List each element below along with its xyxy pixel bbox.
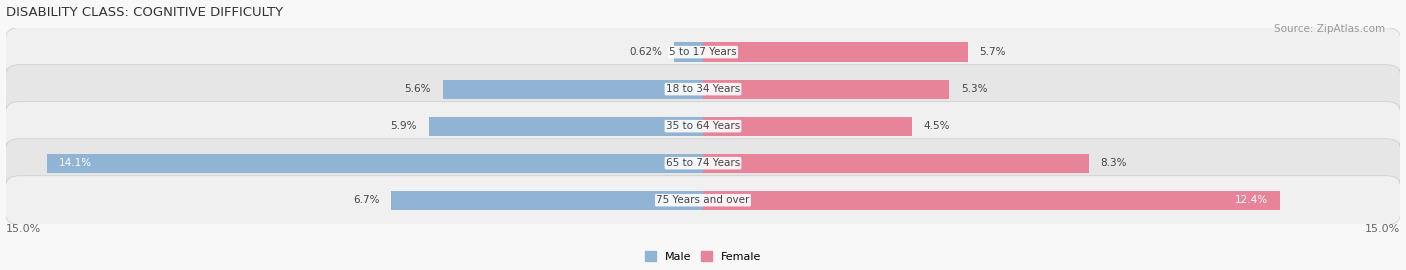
Text: 0.62%: 0.62% <box>630 47 662 57</box>
Bar <box>703 42 967 62</box>
Bar <box>703 79 949 99</box>
Text: 6.7%: 6.7% <box>353 195 380 205</box>
Text: 4.5%: 4.5% <box>924 121 950 131</box>
Text: 5.9%: 5.9% <box>391 121 418 131</box>
Text: 5 to 17 Years: 5 to 17 Years <box>669 47 737 57</box>
Text: 12.4%: 12.4% <box>1234 195 1268 205</box>
Text: Source: ZipAtlas.com: Source: ZipAtlas.com <box>1274 24 1385 34</box>
Legend: Male, Female: Male, Female <box>645 251 761 262</box>
Text: 8.3%: 8.3% <box>1101 158 1128 168</box>
Bar <box>703 154 1088 173</box>
FancyBboxPatch shape <box>6 176 1400 225</box>
Text: 14.1%: 14.1% <box>59 158 93 168</box>
Text: 5.3%: 5.3% <box>962 84 987 94</box>
Text: DISABILITY CLASS: COGNITIVE DIFFICULTY: DISABILITY CLASS: COGNITIVE DIFFICULTY <box>6 6 283 19</box>
Bar <box>703 191 1279 210</box>
Text: 15.0%: 15.0% <box>6 224 41 234</box>
FancyBboxPatch shape <box>6 102 1400 151</box>
Bar <box>703 117 912 136</box>
Text: 5.7%: 5.7% <box>980 47 1007 57</box>
Text: 65 to 74 Years: 65 to 74 Years <box>666 158 740 168</box>
Text: 75 Years and over: 75 Years and over <box>657 195 749 205</box>
FancyBboxPatch shape <box>6 65 1400 114</box>
Bar <box>48 154 703 173</box>
Text: 35 to 64 Years: 35 to 64 Years <box>666 121 740 131</box>
Text: 15.0%: 15.0% <box>1365 224 1400 234</box>
Bar <box>443 79 703 99</box>
FancyBboxPatch shape <box>6 139 1400 188</box>
Bar <box>391 191 703 210</box>
FancyBboxPatch shape <box>6 28 1400 77</box>
Bar <box>673 42 703 62</box>
Bar <box>429 117 703 136</box>
Text: 18 to 34 Years: 18 to 34 Years <box>666 84 740 94</box>
Text: 5.6%: 5.6% <box>405 84 432 94</box>
